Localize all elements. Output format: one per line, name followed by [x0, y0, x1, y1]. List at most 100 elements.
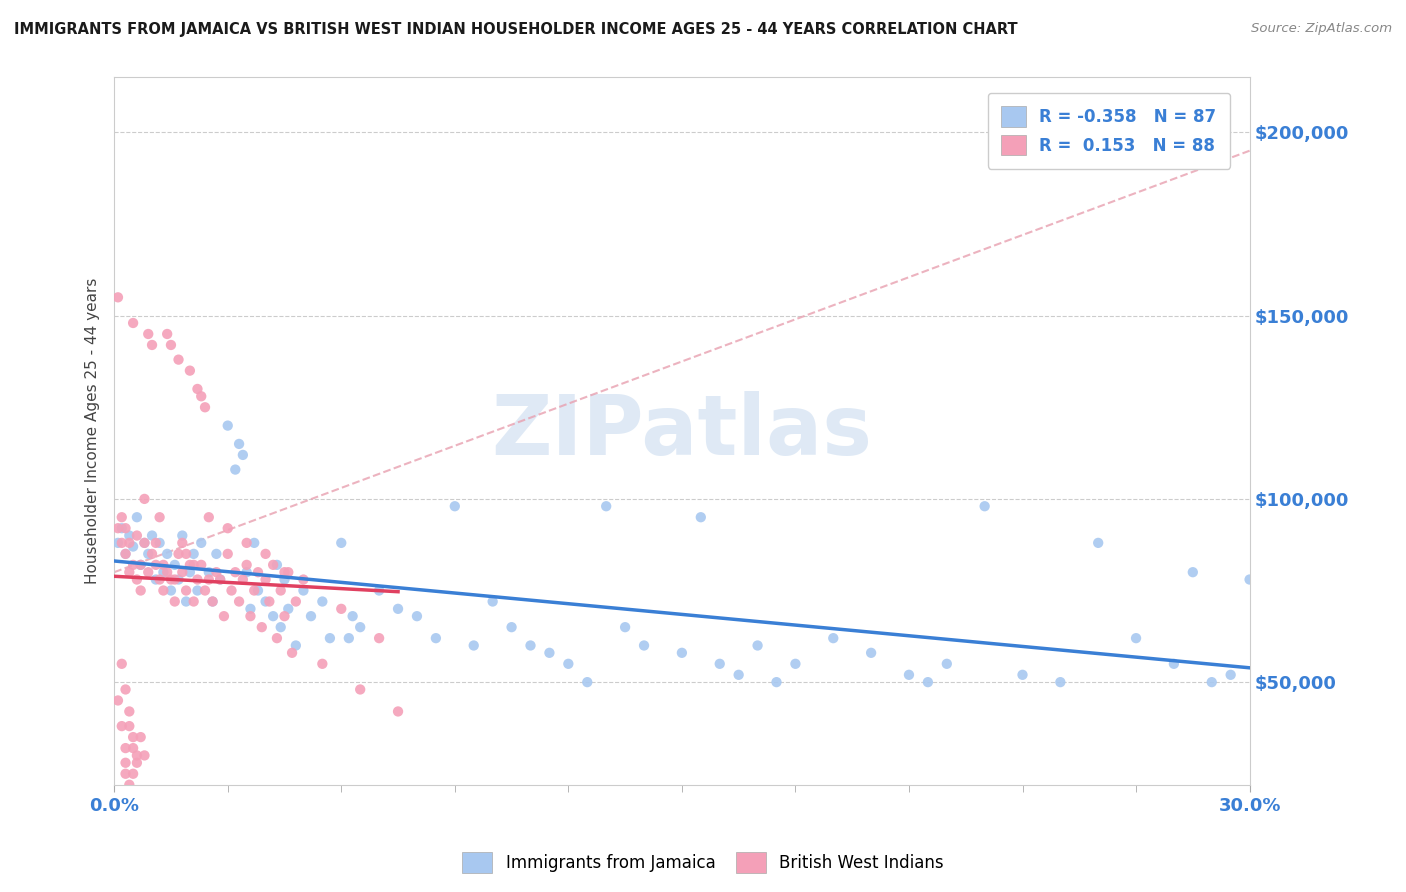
Point — [595, 500, 617, 514]
Point — [262, 609, 284, 624]
Point — [190, 389, 212, 403]
Point — [136, 565, 159, 579]
Point — [501, 620, 523, 634]
Point — [198, 573, 221, 587]
Point — [172, 536, 194, 550]
Point — [122, 766, 145, 780]
Point — [299, 609, 322, 624]
Point — [149, 510, 172, 524]
Point — [163, 573, 186, 587]
Point — [270, 620, 292, 634]
Point — [125, 510, 148, 524]
Point — [152, 565, 174, 579]
Legend: Immigrants from Jamaica, British West Indians: Immigrants from Jamaica, British West In… — [456, 846, 950, 880]
Point — [209, 573, 232, 587]
Point — [111, 521, 134, 535]
Point — [107, 536, 129, 550]
Point — [141, 528, 163, 542]
Point — [1181, 565, 1204, 579]
Point — [689, 510, 711, 524]
Point — [186, 382, 208, 396]
Point — [209, 573, 232, 587]
Point — [538, 646, 561, 660]
Point — [270, 583, 292, 598]
Point — [152, 558, 174, 572]
Point — [463, 639, 485, 653]
Point — [228, 437, 250, 451]
Point — [179, 558, 201, 572]
Point — [277, 602, 299, 616]
Point — [897, 668, 920, 682]
Point — [167, 573, 190, 587]
Point — [576, 675, 599, 690]
Text: ZIPatlas: ZIPatlas — [491, 391, 872, 472]
Point — [156, 326, 179, 341]
Point — [243, 583, 266, 598]
Point — [125, 748, 148, 763]
Point — [198, 565, 221, 579]
Point — [319, 631, 342, 645]
Point — [145, 558, 167, 572]
Point — [125, 528, 148, 542]
Point — [330, 536, 353, 550]
Legend: R = -0.358   N = 87, R =  0.153   N = 88: R = -0.358 N = 87, R = 0.153 N = 88 — [988, 93, 1230, 169]
Point — [167, 352, 190, 367]
Point — [190, 536, 212, 550]
Point — [172, 565, 194, 579]
Point — [266, 631, 288, 645]
Point — [174, 547, 197, 561]
Point — [228, 594, 250, 608]
Point — [212, 609, 235, 624]
Point — [935, 657, 957, 671]
Point — [205, 565, 228, 579]
Point — [633, 639, 655, 653]
Point — [141, 338, 163, 352]
Point — [114, 547, 136, 561]
Point — [160, 338, 183, 352]
Point — [179, 364, 201, 378]
Point — [254, 547, 277, 561]
Point — [136, 326, 159, 341]
Point — [114, 741, 136, 756]
Point — [194, 583, 217, 598]
Point — [136, 547, 159, 561]
Point — [145, 573, 167, 587]
Point — [823, 631, 845, 645]
Point — [1011, 668, 1033, 682]
Point — [259, 594, 281, 608]
Point — [765, 675, 787, 690]
Point — [247, 565, 270, 579]
Point — [217, 418, 239, 433]
Point — [221, 583, 243, 598]
Point — [186, 583, 208, 598]
Point — [860, 646, 883, 660]
Point — [125, 756, 148, 770]
Point — [368, 631, 391, 645]
Point — [243, 536, 266, 550]
Point — [614, 620, 637, 634]
Point — [183, 547, 205, 561]
Point — [406, 609, 429, 624]
Point — [163, 558, 186, 572]
Point — [183, 558, 205, 572]
Point — [247, 583, 270, 598]
Point — [425, 631, 447, 645]
Point — [118, 565, 141, 579]
Point — [174, 594, 197, 608]
Point — [239, 609, 262, 624]
Point — [152, 583, 174, 598]
Point — [239, 602, 262, 616]
Point — [1125, 631, 1147, 645]
Point — [114, 521, 136, 535]
Point — [107, 521, 129, 535]
Point — [217, 521, 239, 535]
Point — [172, 528, 194, 542]
Point — [311, 657, 333, 671]
Point — [134, 536, 156, 550]
Point — [111, 536, 134, 550]
Point — [201, 594, 224, 608]
Point — [129, 558, 152, 572]
Point — [194, 401, 217, 415]
Point — [160, 573, 183, 587]
Text: Source: ZipAtlas.com: Source: ZipAtlas.com — [1251, 22, 1392, 36]
